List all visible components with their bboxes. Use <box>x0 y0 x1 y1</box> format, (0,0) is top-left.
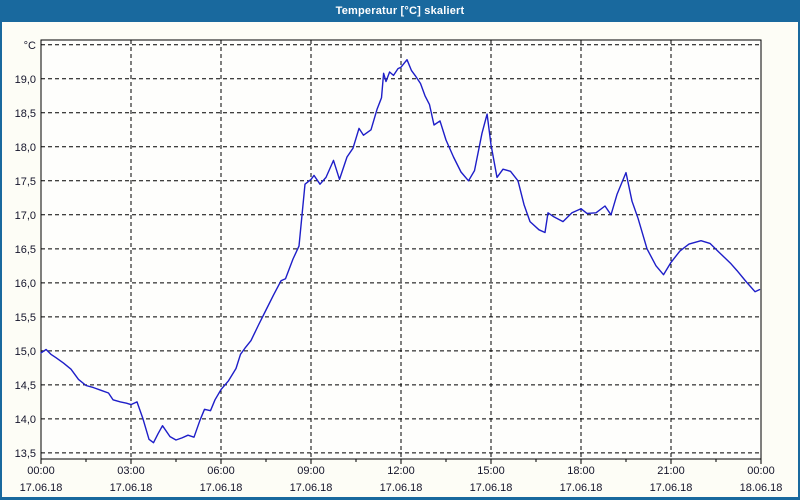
x-tick-time-label: 06:00 <box>207 465 235 477</box>
x-tick-date-label: 17.06.18 <box>380 482 423 494</box>
y-axis-unit-label: °C <box>24 40 36 52</box>
y-tick-label: 19,0 <box>15 74 36 86</box>
y-tick-label: 14,0 <box>15 414 36 426</box>
x-tick-time-label: 00:00 <box>747 465 775 477</box>
x-tick-time-label: 00:00 <box>27 465 55 477</box>
plot-area <box>41 40 761 459</box>
x-tick-date-label: 17.06.18 <box>650 482 693 494</box>
chart-content: 00:00 17.06.18 03:00 17.06.18 06:00 17.06.18 0… <box>2 22 798 497</box>
x-tick-date-label: 18.06.18 <box>740 482 783 494</box>
y-tick-label: 17,5 <box>15 176 36 188</box>
x-tick-time-label: 18:00 <box>567 465 595 477</box>
x-tick-time-label: 09:00 <box>297 465 325 477</box>
y-tick-label: 16,5 <box>15 244 36 256</box>
y-tick-label: 15,5 <box>15 312 36 324</box>
x-tick-time-label: 21:00 <box>657 465 685 477</box>
y-tick-label: 15,0 <box>15 346 36 358</box>
window-title: Temperatur [°C] skaliert <box>335 5 465 17</box>
temperature-chart: 00:00 17.06.18 03:00 17.06.18 06:00 17.06.18 0… <box>15 39 783 494</box>
x-tick-time-label: 15:00 <box>477 465 505 477</box>
y-tick-label: 13,5 <box>15 448 36 460</box>
x-tick-date-label: 17.06.18 <box>200 482 243 494</box>
temperature-line <box>40 59 761 444</box>
x-tick-date-label: 17.06.18 <box>290 482 333 494</box>
window-titlebar: Temperatur [°C] skaliert <box>2 0 798 22</box>
y-tick-label: 14,5 <box>15 380 36 392</box>
x-tick-time-label: 12:00 <box>387 465 415 477</box>
x-tick-time-label: 03:00 <box>117 465 145 477</box>
y-tick-label: 17,0 <box>15 210 36 222</box>
x-tick-date-label: 17.06.18 <box>110 482 153 494</box>
x-tick-date-label: 17.06.18 <box>560 482 603 494</box>
y-tick-label: 18,5 <box>15 108 36 120</box>
y-tick-label: 18,0 <box>15 142 36 154</box>
y-tick-label: 16,0 <box>15 278 36 290</box>
x-tick-date-label: 17.06.18 <box>20 482 63 494</box>
x-tick-date-label: 17.06.18 <box>470 482 513 494</box>
